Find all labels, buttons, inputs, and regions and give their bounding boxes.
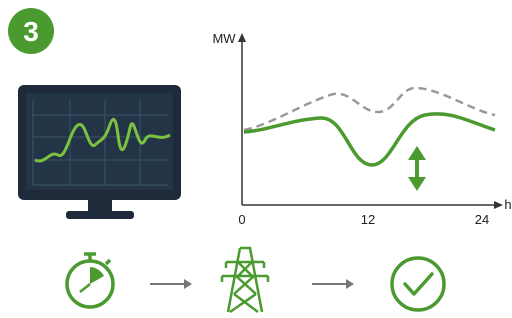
x-tick-label: 12: [361, 212, 375, 227]
x-tick-label: 0: [238, 212, 245, 227]
step-number: 3: [23, 16, 39, 47]
y-axis-label: MW: [212, 31, 236, 46]
x-axis-label: h: [504, 197, 511, 212]
x-tick-label: 24: [475, 212, 489, 227]
monitor-icon: [18, 85, 181, 219]
illustration: 3 MW h 0 12 24: [0, 0, 512, 318]
